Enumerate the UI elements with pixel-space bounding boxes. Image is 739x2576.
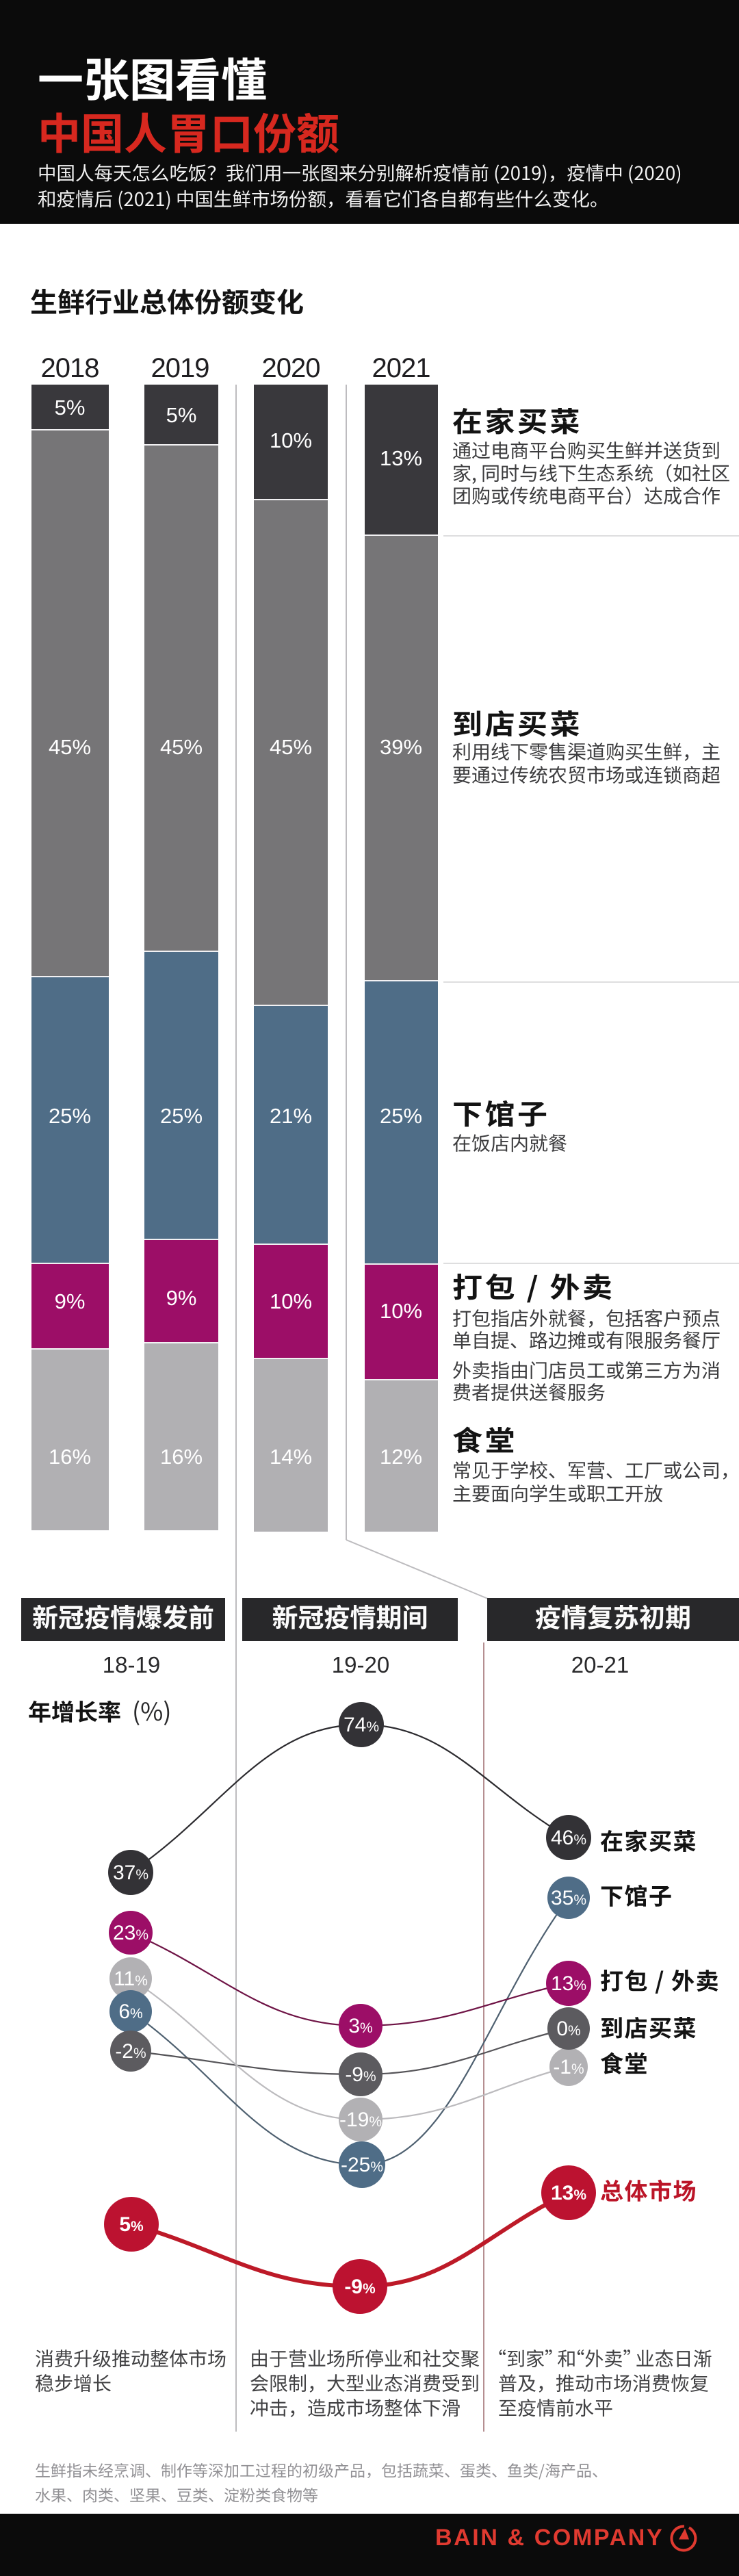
svg-text:9%: 9%: [166, 1286, 197, 1310]
svg-text:21%: 21%: [270, 1104, 312, 1128]
svg-text:45%: 45%: [49, 735, 91, 759]
svg-text:9%: 9%: [55, 1289, 86, 1313]
svg-text:5%: 5%: [166, 403, 197, 427]
svg-text:13%: 13%: [380, 446, 422, 470]
svg-text:25%: 25%: [160, 1104, 203, 1128]
svg-text:2019: 2019: [151, 353, 209, 383]
svg-text:14%: 14%: [270, 1445, 312, 1469]
svg-text:45%: 45%: [270, 735, 312, 759]
svg-text:-2%: -2%: [115, 2040, 146, 2063]
svg-text:25%: 25%: [380, 1104, 422, 1128]
svg-text:18-19: 18-19: [103, 1652, 160, 1677]
svg-text:16%: 16%: [49, 1445, 91, 1469]
svg-text:13%: 13%: [551, 1972, 586, 1995]
svg-text:10%: 10%: [270, 1289, 312, 1313]
svg-text:10%: 10%: [380, 1299, 422, 1323]
svg-text:20-21: 20-21: [571, 1652, 629, 1677]
svg-text:35%: 35%: [551, 1887, 586, 1909]
svg-text:45%: 45%: [160, 735, 203, 759]
svg-text:10%: 10%: [270, 428, 312, 452]
svg-text:2018: 2018: [41, 353, 99, 383]
svg-text:BAIN & COMPANY: BAIN & COMPANY: [435, 2525, 664, 2551]
svg-text:39%: 39%: [380, 735, 422, 759]
svg-text:16%: 16%: [160, 1445, 203, 1469]
svg-text:19-20: 19-20: [332, 1652, 389, 1677]
svg-text:12%: 12%: [380, 1445, 422, 1469]
svg-text:25%: 25%: [49, 1104, 91, 1128]
svg-text:11%: 11%: [114, 1968, 148, 1990]
svg-text:2020: 2020: [262, 353, 320, 383]
svg-text:5%: 5%: [55, 396, 86, 420]
svg-text:2021: 2021: [372, 353, 430, 383]
